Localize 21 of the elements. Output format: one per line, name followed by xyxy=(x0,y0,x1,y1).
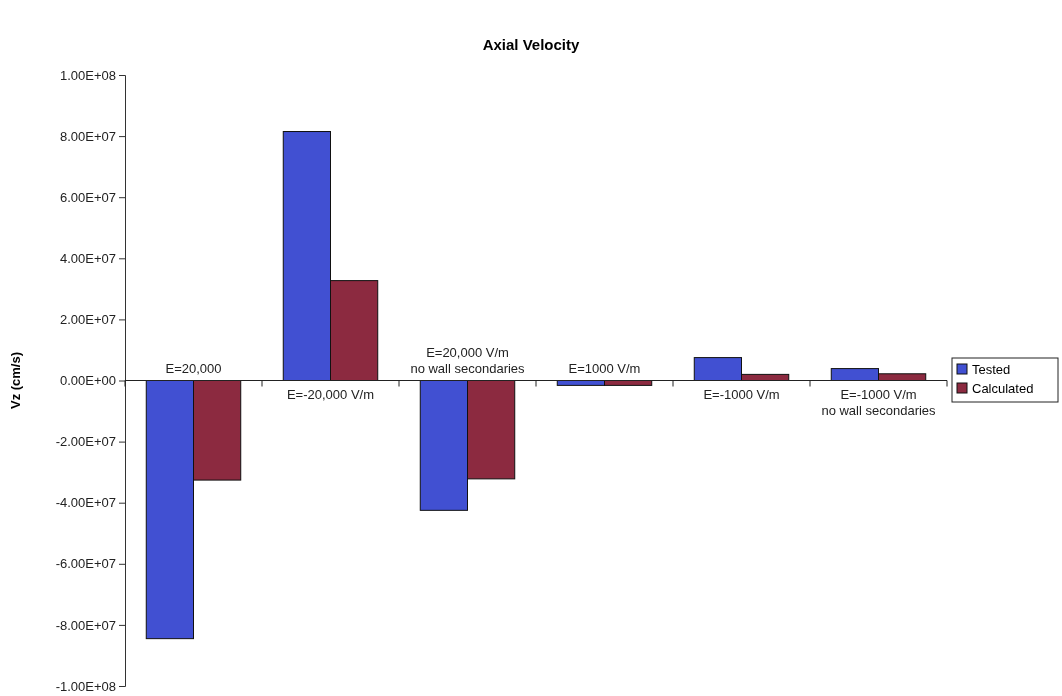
y-tick-label: 4.00E+07 xyxy=(59,250,116,266)
y-tick-label: -1.00E+08 xyxy=(55,678,116,694)
y-tick-label: -4.00E+07 xyxy=(55,495,116,511)
x-tick-label: E=-20,000 V/m xyxy=(286,386,375,402)
x-tick-label: E=-1000 V/m no wall secondaries xyxy=(821,386,937,418)
legend-label: Calculated xyxy=(972,381,1034,396)
y-tick-label: 6.00E+07 xyxy=(59,189,116,205)
y-tick-label: 8.00E+07 xyxy=(59,128,116,144)
x-tick-label: E=1000 V/m xyxy=(568,360,641,376)
y-tick-label: -6.00E+07 xyxy=(55,556,116,572)
y-tick-label: -2.00E+07 xyxy=(55,434,116,450)
y-tick-label: -8.00E+07 xyxy=(55,617,116,633)
y-axis-title: Vz (cm/s) xyxy=(8,351,23,410)
x-tick-label: E=20,000 xyxy=(165,360,222,376)
x-tick-label: E=-1000 V/m xyxy=(703,386,780,402)
chart-title: Axial Velocity xyxy=(482,36,581,53)
legend-label: Tested xyxy=(972,362,1011,377)
y-tick-label: 2.00E+07 xyxy=(59,312,116,328)
x-tick-label: E=20,000 V/m no wall secondaries xyxy=(410,344,526,376)
y-tick-label: 0.00E+00 xyxy=(59,373,116,389)
y-tick-label: 1.00E+08 xyxy=(59,67,116,83)
